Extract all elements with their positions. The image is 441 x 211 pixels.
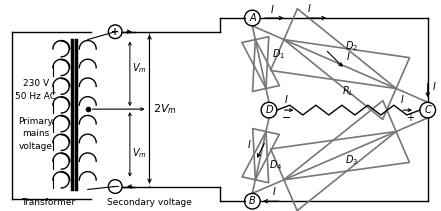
Text: $I$: $I$ — [346, 50, 350, 62]
Text: $I$: $I$ — [307, 2, 312, 14]
Text: $V_m$: $V_m$ — [132, 62, 146, 75]
Text: $I$: $I$ — [432, 80, 436, 92]
Text: $I$: $I$ — [247, 138, 251, 150]
Text: Secondary voltage: Secondary voltage — [107, 198, 192, 207]
Text: −: − — [282, 113, 292, 123]
Text: $D_3$: $D_3$ — [345, 154, 358, 168]
Text: C: C — [424, 105, 431, 115]
Text: +: + — [406, 113, 414, 123]
Text: −: − — [111, 181, 120, 192]
Text: B: B — [249, 196, 256, 206]
Text: $R_L$: $R_L$ — [342, 85, 355, 98]
Text: 230 V
50 Hz AC

Primary
mains
voltage: 230 V 50 Hz AC Primary mains voltage — [15, 79, 56, 151]
Text: $D_1$: $D_1$ — [273, 47, 285, 61]
Text: Transformer: Transformer — [22, 198, 76, 207]
Text: +: + — [111, 27, 119, 37]
Text: $I$: $I$ — [272, 185, 276, 197]
Text: $D_2$: $D_2$ — [345, 39, 358, 53]
Text: $2V_m$: $2V_m$ — [153, 102, 177, 116]
Text: A: A — [249, 13, 256, 23]
Text: $I$: $I$ — [400, 93, 404, 105]
Text: $I$: $I$ — [284, 93, 289, 105]
Text: $V_m$: $V_m$ — [132, 146, 146, 160]
Text: $I$: $I$ — [269, 3, 274, 15]
Text: D: D — [265, 105, 273, 115]
Text: $D_4$: $D_4$ — [269, 158, 282, 172]
